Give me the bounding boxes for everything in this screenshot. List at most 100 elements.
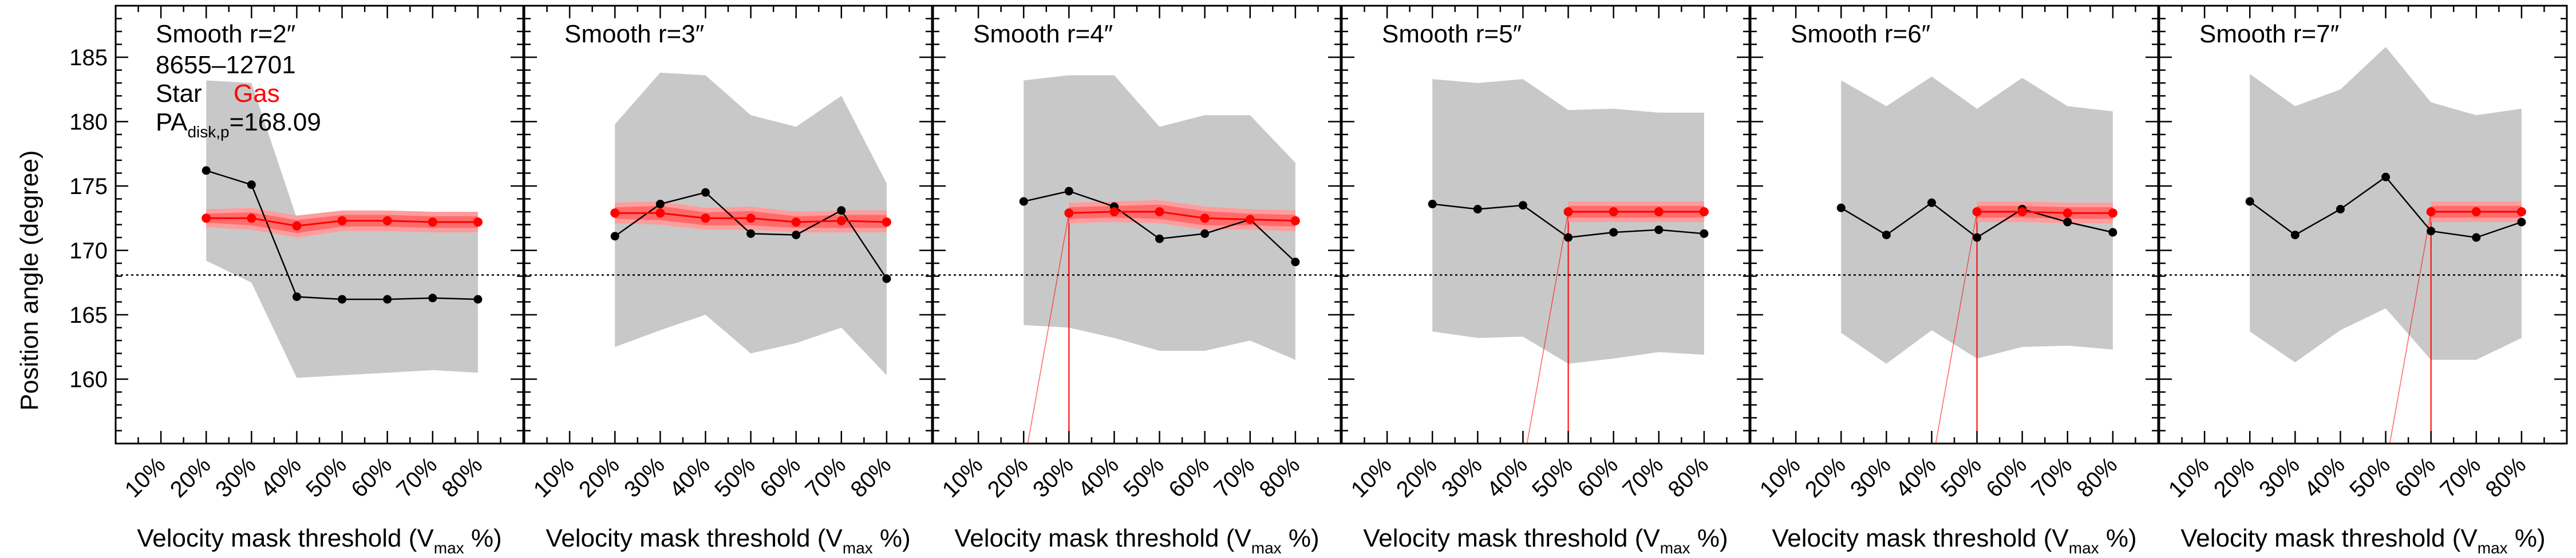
y-tick-label: 170 <box>69 239 108 264</box>
x-tick-label: 10% <box>1755 452 1805 502</box>
gas-pa-point <box>1064 208 1074 218</box>
x-tick-label: 60% <box>1573 452 1623 502</box>
star-pa-point <box>473 295 483 304</box>
gas-pa-point <box>473 217 483 227</box>
star-pa-point <box>2290 231 2300 239</box>
gas-pa-point <box>1155 207 1164 216</box>
x-axis-label-end: %) <box>464 524 502 552</box>
star-pa-point <box>1200 229 1210 238</box>
x-tick-label: 10% <box>1346 452 1397 502</box>
panel-6: 10%20%30%40%50%60%70%80% Smooth r=7″ Veloc… <box>2158 5 2568 557</box>
x-tick-label: 50% <box>1936 452 1986 502</box>
gas-pa-point <box>1245 215 1255 224</box>
gas-pa-point <box>2516 207 2526 216</box>
x-tick-label: 60% <box>1981 452 2032 502</box>
y-tick-label: 185 <box>69 45 108 70</box>
gas-pa-point <box>1109 207 1119 216</box>
star-pa-point <box>2472 233 2481 242</box>
x-axis-label: Velocity mask threshold (Vmax %) <box>546 524 910 557</box>
x-axis-label-main: Velocity mask threshold (V <box>954 524 1251 552</box>
gas-drop-line-faint <box>1526 211 1569 444</box>
x-axis-label-end: %) <box>1282 524 1319 552</box>
panel-plot-area <box>2159 47 2567 444</box>
x-tick-label: 20% <box>165 452 216 502</box>
gas-pa-point <box>1972 207 1982 216</box>
x-axis-label-main: Velocity mask threshold (V <box>137 524 434 552</box>
gas-pa-point <box>2017 207 2027 216</box>
star-pa-point <box>1564 233 1573 242</box>
x-tick-label: 80% <box>846 452 896 502</box>
star-pa-point <box>292 292 301 301</box>
x-tick-label: 80% <box>1664 452 1714 502</box>
star-uncertainty-band <box>2250 47 2522 363</box>
x-tick-label: 60% <box>755 452 805 502</box>
panel-plot-area <box>524 73 932 375</box>
gas-pa-point <box>610 208 620 218</box>
gas-pa-point <box>1200 213 1210 223</box>
x-tick-label: 60% <box>2390 452 2440 502</box>
star-pa-point <box>792 231 801 239</box>
star-pa-point <box>2336 205 2345 213</box>
star-pa-point <box>338 295 347 304</box>
star-pa-point <box>655 200 665 208</box>
star-pa-point <box>1973 233 1982 242</box>
star-pa-point <box>882 274 891 283</box>
x-axis-label-sub: max <box>2478 539 2508 557</box>
gas-pa-point <box>655 208 665 218</box>
x-tick-label: 40% <box>1891 452 1941 502</box>
star-pa-point <box>746 229 756 238</box>
gas-pa-point <box>1654 207 1664 216</box>
star-pa-point <box>428 294 437 303</box>
gas-pa-point <box>382 216 392 225</box>
star-pa-point <box>2517 217 2526 227</box>
gas-pa-point <box>836 216 846 225</box>
gas-pa-point <box>2471 207 2481 216</box>
y-tick-label: 160 <box>69 367 108 393</box>
star-pa-point <box>2245 197 2254 206</box>
star-pa-point <box>1155 234 1164 243</box>
star-pa-point <box>1473 205 1482 213</box>
x-axis-label: Velocity mask threshold (Vmax %) <box>954 524 1319 557</box>
x-tick-label: 30% <box>1437 452 1487 502</box>
gas-pa-point <box>746 213 756 223</box>
x-axis-label-sub: max <box>1660 539 1690 557</box>
x-tick-label: 20% <box>1392 452 1442 502</box>
x-tick-label: 40% <box>1482 452 1532 502</box>
star-pa-point <box>1518 201 1527 210</box>
gas-pa-point <box>247 213 256 223</box>
star-pa-point <box>610 232 619 241</box>
gas-pa-point <box>2426 207 2436 216</box>
pa-subscript: disk,p <box>187 123 229 141</box>
x-tick-label: 10% <box>529 452 579 502</box>
x-tick-label: 70% <box>800 452 851 502</box>
x-tick-label: 40% <box>2300 452 2350 502</box>
gas-drop-line-faint <box>1027 213 1070 444</box>
x-tick-label: 30% <box>1028 452 1078 502</box>
panel-title: Smooth r=2″ <box>156 20 295 48</box>
x-tick-label: 30% <box>619 452 670 502</box>
x-tick-label: 50% <box>301 452 351 502</box>
x-axis-label-main: Velocity mask threshold (V <box>1772 524 2069 552</box>
gas-pa-line <box>1977 211 2113 214</box>
y-axis-label: Position angle (degree) <box>15 151 44 411</box>
x-tick-label: 50% <box>710 452 760 502</box>
x-tick-label: 70% <box>1209 452 1259 502</box>
x-tick-label: 60% <box>346 452 397 502</box>
x-axis-label-end: %) <box>2508 524 2546 552</box>
panel-title: Smooth r=4″ <box>973 20 1113 48</box>
x-tick-label: 20% <box>1800 452 1851 502</box>
x-axis-label-main: Velocity mask threshold (V <box>546 524 843 552</box>
panel-plot-area <box>1751 76 2158 444</box>
x-axis-label: Velocity mask threshold (Vmax %) <box>1772 524 2136 557</box>
gas-pa-point <box>202 213 211 223</box>
x-tick-label: 10% <box>120 452 171 502</box>
star-pa-point <box>1428 200 1437 208</box>
x-axis-label-sub: max <box>1251 539 1282 557</box>
star-pa-point <box>701 188 710 197</box>
x-tick-label: 70% <box>1618 452 1668 502</box>
x-tick-label: 20% <box>574 452 625 502</box>
panel-5: 10%20%30%40%50%60%70%80% Smooth r=6″ Veloc… <box>1749 5 2159 557</box>
gas-pa-point <box>292 221 302 231</box>
panel-3: 10%20%30%40%50%60%70%80% Smooth r=4″ Veloc… <box>932 5 1342 557</box>
pa-annotation: PAdisk,p=168.09 <box>156 108 321 141</box>
